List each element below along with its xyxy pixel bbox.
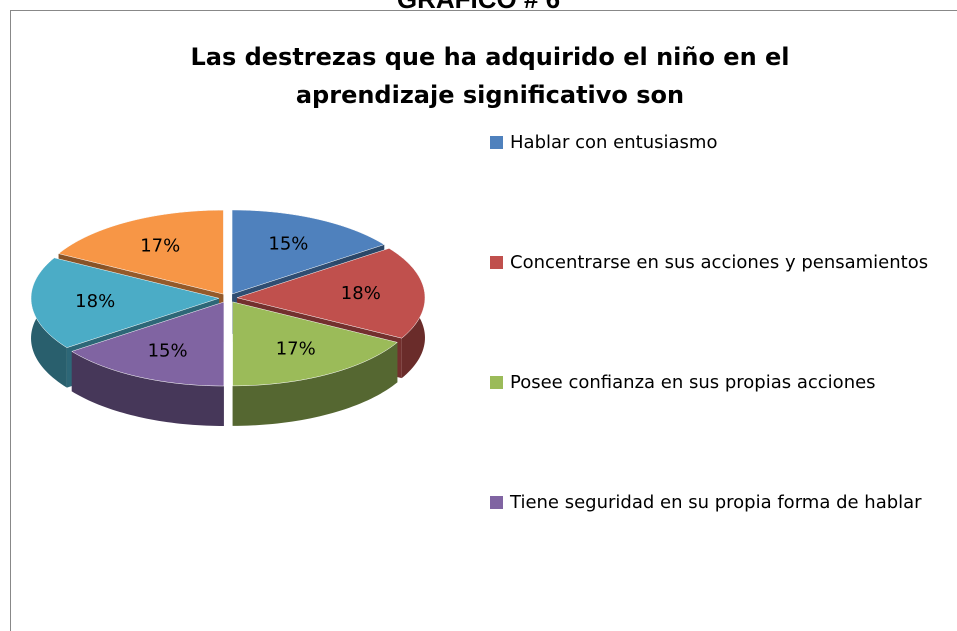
data-label: 17% xyxy=(140,235,180,256)
legend-item: Posee confianza en sus propias acciones xyxy=(490,368,957,398)
legend-label: Hablar con entusiasmo xyxy=(510,132,718,153)
slice xyxy=(71,301,225,387)
slice xyxy=(232,301,398,387)
slice-side xyxy=(71,351,224,427)
slice xyxy=(30,257,220,348)
legend-label: Concentrarse en sus acciones y pensamien… xyxy=(510,252,929,273)
heading: GRÁFICO # 6 xyxy=(0,0,957,15)
legend-swatch xyxy=(490,376,503,389)
data-label: 15% xyxy=(268,234,308,255)
data-label: 18% xyxy=(75,291,115,312)
chart-frame xyxy=(10,10,957,631)
data-label: 15% xyxy=(148,340,188,361)
legend-swatch xyxy=(490,136,503,149)
data-label: 17% xyxy=(276,339,316,360)
legend-label: Posee confianza en sus propias acciones xyxy=(510,372,876,393)
legend-item: Concentrarse en sus acciones y pensamien… xyxy=(490,248,957,278)
pie: 15% 18% 17% 15% 18% 17% xyxy=(30,209,426,427)
legend-item: Hablar con entusiasmo xyxy=(490,128,957,158)
chart-title: Las destrezas que ha adquirido el niño e… xyxy=(190,43,790,109)
slice xyxy=(231,209,385,295)
legend-label: Tiene seguridad en su propia forma de ha… xyxy=(510,492,922,513)
data-label: 18% xyxy=(341,283,381,304)
slice-side xyxy=(232,342,398,426)
slice xyxy=(58,209,224,295)
slice xyxy=(236,248,426,339)
legend-swatch xyxy=(490,496,503,509)
legend-item: Tiene seguridad en su propia forma de ha… xyxy=(490,488,957,518)
legend-swatch xyxy=(490,256,503,269)
